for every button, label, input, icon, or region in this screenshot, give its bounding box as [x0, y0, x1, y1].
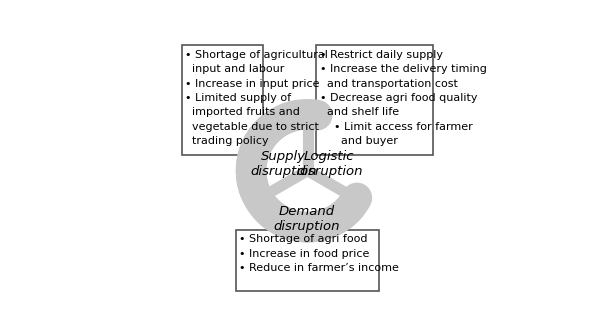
- Bar: [316, 45, 433, 155]
- Bar: [182, 45, 263, 155]
- Text: Demand
disruption: Demand disruption: [273, 205, 340, 233]
- Bar: [236, 230, 379, 291]
- Text: • Shortage of agri food
• Increase in food price
• Reduce in farmer’s income: • Shortage of agri food • Increase in fo…: [239, 234, 399, 273]
- Text: Supply
disruption: Supply disruption: [250, 150, 316, 178]
- Text: • Restrict daily supply
• Increase the delivery timing
  and transportation cost: • Restrict daily supply • Increase the d…: [320, 50, 487, 146]
- Text: Logistic
disruption: Logistic disruption: [296, 150, 362, 178]
- Text: • Shortage of agricultural
  input and labour
• Increase in input price
• Limite: • Shortage of agricultural input and lab…: [185, 50, 328, 146]
